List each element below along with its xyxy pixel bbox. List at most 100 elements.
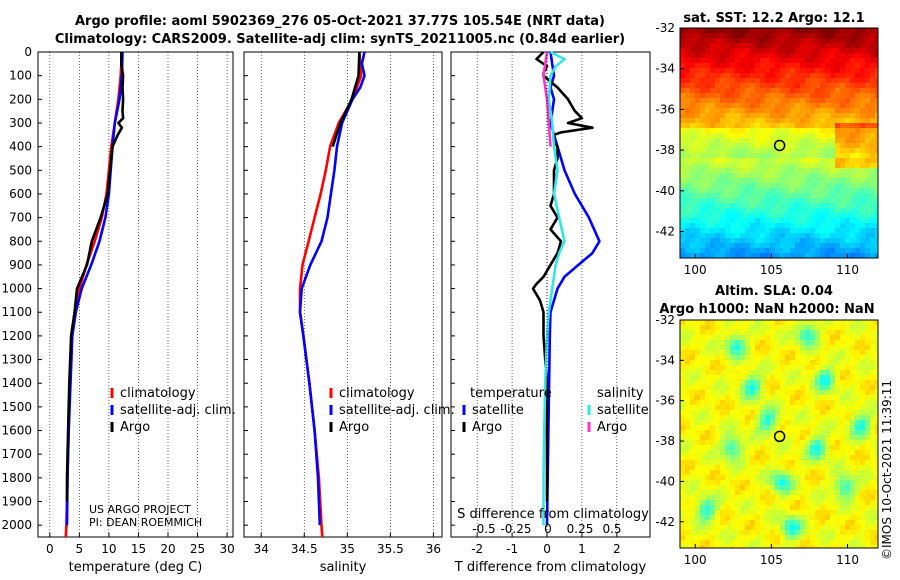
difference-series-temperature-argo <box>531 51 594 502</box>
difference-panel: -2 -1 0 1 2 T difference from climatology <box>450 50 651 575</box>
temperature-xlabel: temperature (deg C) <box>69 560 203 575</box>
sst_map-ytick-label: -32 <box>655 21 675 35</box>
depth-tick-label: 1900 <box>1 495 32 509</box>
depth-tick-label: 900 <box>9 258 32 272</box>
difference-xtick-label: 1 <box>578 542 586 556</box>
depth-tick-label: 100 <box>9 69 32 83</box>
difference-salinity-satellite-legend-label: satellite <box>597 403 649 418</box>
sst_map-argo-location-marker <box>773 139 786 152</box>
depth-tick-label: 400 <box>9 140 32 154</box>
depth-tick-label: 1500 <box>1 400 32 414</box>
sst_map-axes-box <box>679 27 879 259</box>
sst_map-ytick-label: -36 <box>655 102 675 116</box>
sla_map-ytick-label: -38 <box>655 434 675 448</box>
salinity-xtick-label: 34.5 <box>291 542 318 556</box>
sst_map-xtick-label: 110 <box>836 263 859 277</box>
sla_map-xtick-label: 105 <box>760 553 783 567</box>
temperature-legend-label: Argo <box>120 420 150 435</box>
temperature-xtick-label: 5 <box>76 542 84 556</box>
depth-tick-label: 2000 <box>1 518 32 532</box>
temperature-axes-box <box>37 51 234 538</box>
salinity-series-satellite-adj-clim- <box>298 51 366 526</box>
depth-tick-label: 300 <box>9 116 32 130</box>
sla_map-ytick-label: -32 <box>655 313 675 327</box>
temperature-panel: 0 5 10 15 20 25 300100200300400500600700800900… <box>1 45 234 575</box>
sla_map-field <box>680 320 878 548</box>
temperature-legend-label: climatology <box>120 386 196 401</box>
difference-legend-salinity-title: salinity <box>597 386 644 401</box>
sla_map-title: Altim. SLA: 0.04 <box>715 284 833 299</box>
salinity-legend-label: satellite-adj. clim. <box>339 403 455 418</box>
difference-top-tick-label: 0 <box>544 522 552 536</box>
difference-temperature-argo-legend-label: Argo <box>472 420 502 435</box>
depth-tick-label: 1200 <box>1 329 32 343</box>
depth-tick-label: 500 <box>9 163 32 177</box>
difference-xlabel: T difference from climatology <box>454 560 647 575</box>
difference-legend-temperature-title: temperature <box>470 386 552 401</box>
difference-xtick-label: 0 <box>543 542 551 556</box>
depth-tick-label: 700 <box>9 211 32 225</box>
depth-tick-label: 800 <box>9 234 32 248</box>
sla_map-argo-location-marker <box>773 430 786 443</box>
difference-xtick-label: -2 <box>471 542 483 556</box>
difference-xtick-label: -1 <box>506 542 518 556</box>
temperature-xtick-label: 15 <box>131 542 146 556</box>
difference-series-salinity-satellite <box>542 50 566 526</box>
copyright-stamp: ©IMOS 10-Oct-2021 11:39:11 <box>880 379 894 560</box>
sst_map-ytick-label: -34 <box>655 62 675 76</box>
depth-tick-label: 200 <box>9 92 32 106</box>
difference-top-tick-label: -0.25 <box>500 522 531 536</box>
sla_map-ytick-label: -42 <box>655 515 675 529</box>
salinity-xlabel: salinity <box>320 560 367 575</box>
salinity-panel: 34 34.5 35 35.5 36 salinity <box>243 51 443 575</box>
difference-top-label: S difference from climatology <box>457 507 649 522</box>
sla_map-ytick-label: -40 <box>655 474 675 488</box>
difference-top-tick-label: 0.25 <box>567 522 594 536</box>
project-note-line1: US ARGO PROJECT <box>89 503 191 516</box>
difference-series-salinity-argo <box>542 51 552 147</box>
figure-title-line1: Argo profile: aoml 5902369_276 05-Oct-20… <box>74 14 606 29</box>
temperature-xtick-label: 10 <box>101 542 116 556</box>
depth-tick-label: 1600 <box>1 424 32 438</box>
salinity-xtick-label: 35.5 <box>377 542 404 556</box>
salinity-axes-box <box>243 51 443 538</box>
sst_map-xtick-label: 105 <box>760 263 783 277</box>
salinity-series-argo <box>331 51 361 148</box>
difference-top-tick-label: -0.5 <box>472 522 495 536</box>
difference-xtick-label: 2 <box>613 542 621 556</box>
temperature-legend-label: satellite-adj. clim. <box>120 403 236 418</box>
sst_map-title: sat. SST: 12.2 Argo: 12.1 <box>683 11 864 26</box>
temperature-xtick-label: 30 <box>219 542 234 556</box>
depth-tick-label: 1100 <box>1 305 32 319</box>
temperature-xtick-label: 25 <box>190 542 205 556</box>
depth-tick-label: 1400 <box>1 376 32 390</box>
sla_map-xtick-label: 110 <box>836 553 859 567</box>
sla_map-xtick-label: 100 <box>684 553 707 567</box>
salinity-legend-label: Argo <box>339 420 369 435</box>
difference-top-tick-label: 0.5 <box>602 522 621 536</box>
project-note-line2: PI: DEAN ROEMMICH <box>89 516 202 529</box>
depth-tick-label: 1000 <box>1 282 32 296</box>
figure-title-line2: Climatology: CARS2009. Satellite-adj cli… <box>54 32 626 47</box>
difference-series-temperature-satellite <box>545 51 601 526</box>
sla_map-ytick-label: -36 <box>655 394 675 408</box>
salinity-xtick-label: 36 <box>426 542 441 556</box>
sst_map-xtick-label: 100 <box>684 263 707 277</box>
depth-tick-label: 1800 <box>1 471 32 485</box>
temperature-xtick-label: 20 <box>160 542 175 556</box>
salinity-legend-label: climatology <box>339 386 415 401</box>
difference-temperature-satellite-legend-label: satellite <box>472 403 524 418</box>
sst_map-ytick-label: -40 <box>655 184 675 198</box>
salinity-xtick-label: 34 <box>254 542 269 556</box>
temperature-xtick-label: 0 <box>46 542 54 556</box>
sst_map-ytick-label: -42 <box>655 225 675 239</box>
sla_map-axes-box <box>679 319 879 549</box>
depth-tick-label: 0 <box>24 45 32 59</box>
temperature-series-argo <box>65 52 125 502</box>
salinity-xtick-label: 35 <box>340 542 355 556</box>
sst_map-ytick-label: -38 <box>655 143 675 157</box>
sla_map-subtitle: Argo h1000: NaN h2000: NaN <box>659 302 874 317</box>
depth-tick-label: 600 <box>9 187 32 201</box>
depth-tick-label: 1700 <box>1 447 32 461</box>
